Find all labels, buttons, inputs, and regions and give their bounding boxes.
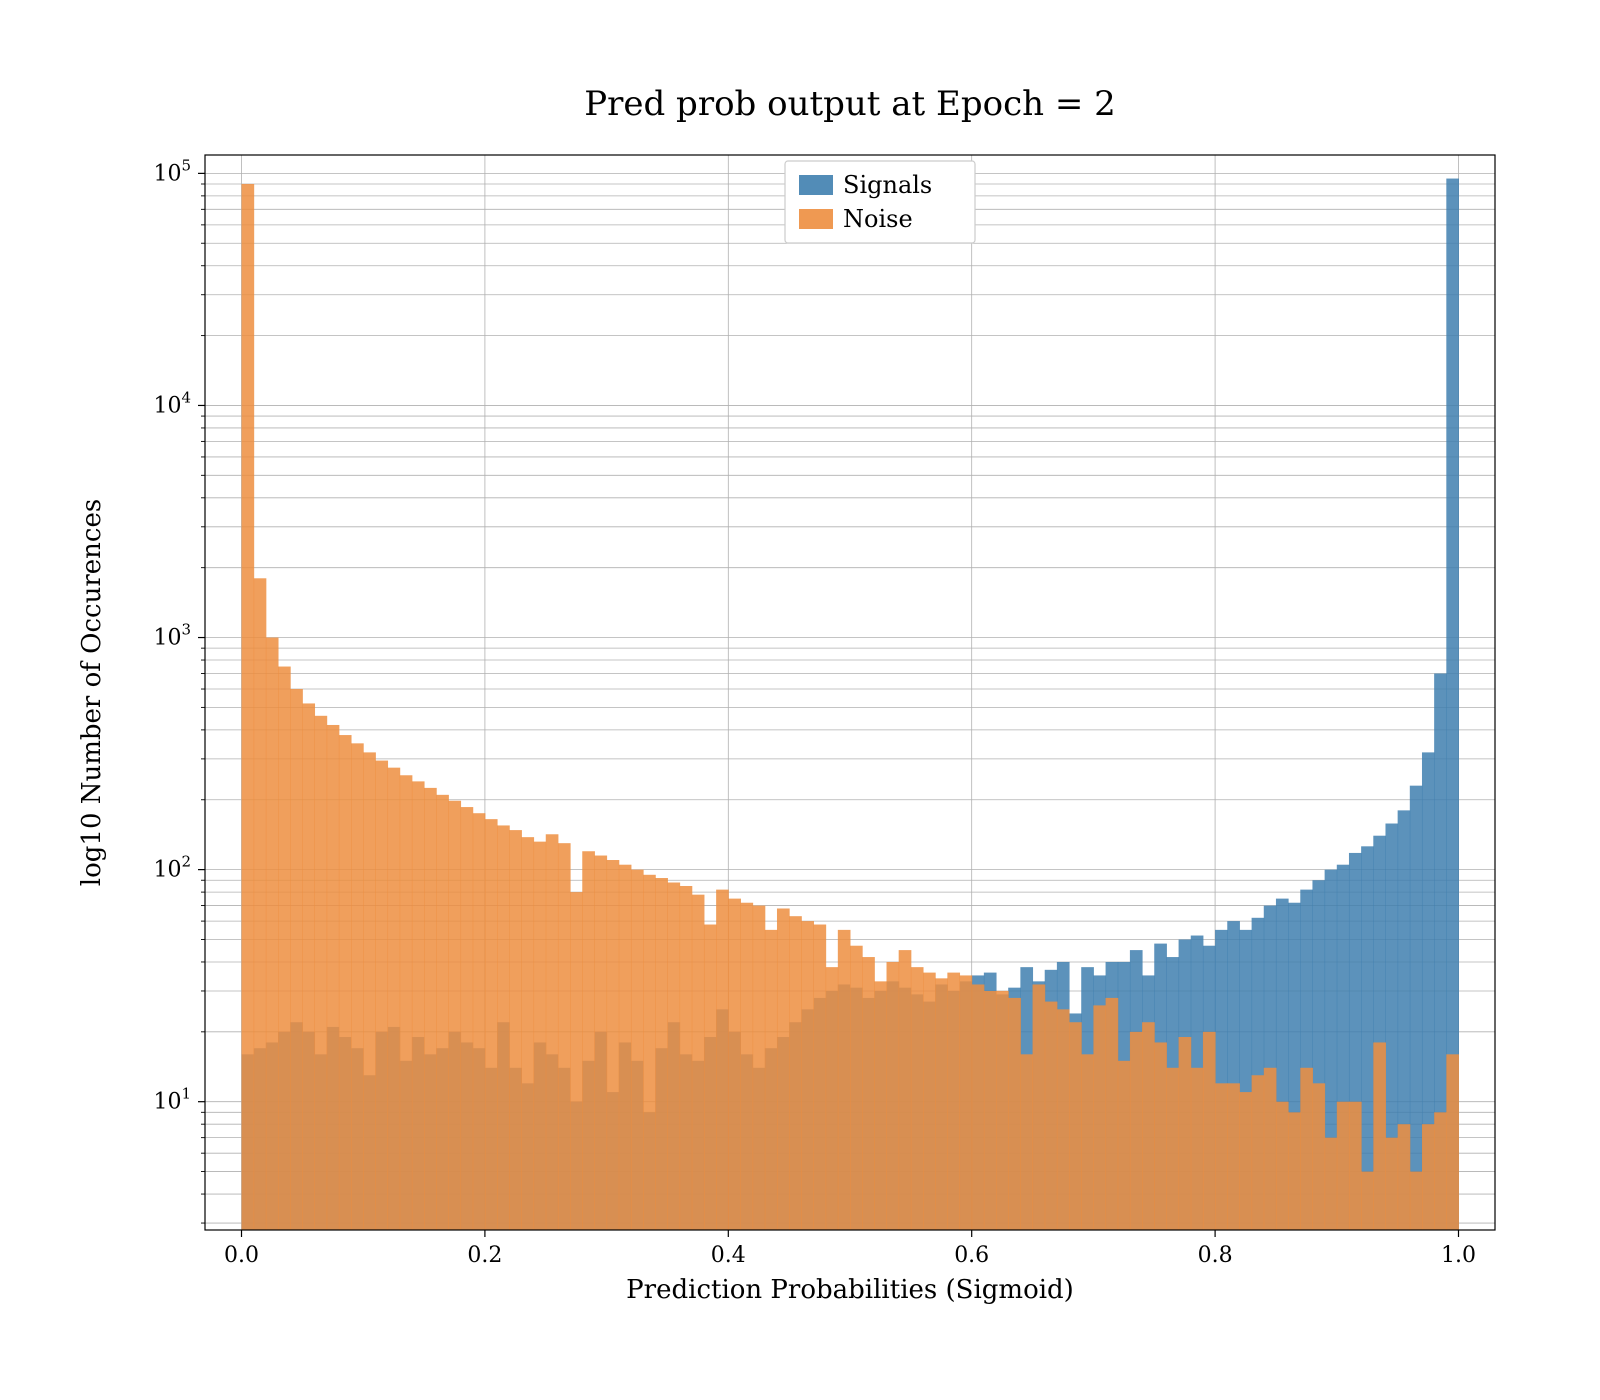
x-tick-label: 0.2 [467,1243,502,1268]
legend-swatch [799,209,833,229]
legend: Signals Noise [785,161,975,243]
x-tick-label: 1.0 [1441,1243,1476,1268]
legend-swatch [799,175,833,195]
x-tick-label: 0.0 [224,1243,259,1268]
legend-item-label: Noise [843,205,913,233]
legend-item-label: Signals [843,171,932,199]
histogram-chart: 0.00.20.40.60.81.0101102103104105Predict… [0,0,1600,1400]
x-axis-label: Prediction Probabilities (Sigmoid) [626,1275,1074,1305]
x-tick-label: 0.6 [954,1243,989,1268]
x-tick-label: 0.8 [1198,1243,1233,1268]
chart-title: Pred prob output at Epoch = 2 [584,84,1116,124]
chart-container: { "chart": { "type": "histogram", "title… [0,0,1600,1400]
x-tick-label: 0.4 [711,1243,746,1268]
y-axis-label: log10 Number of Occurences [77,499,107,886]
